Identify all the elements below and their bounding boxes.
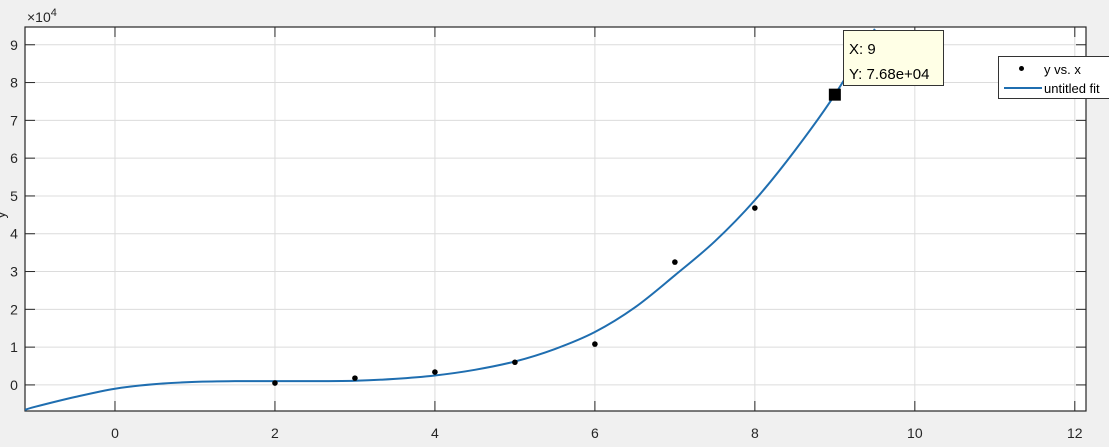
data-point <box>432 369 438 375</box>
data-point <box>352 375 358 381</box>
data-point <box>272 380 278 386</box>
datatip-marker <box>828 88 841 101</box>
legend[interactable]: y vs. x untitled fit <box>998 56 1109 99</box>
x-tick-label: 2 <box>271 425 279 441</box>
x-tick-label: 10 <box>907 425 923 441</box>
y-tick-label: 9 <box>10 37 18 53</box>
y-exponent-power: 4 <box>51 7 57 19</box>
x-tick-label: 4 <box>431 425 439 441</box>
y-axis-label: y <box>0 212 8 219</box>
x-tick-label: 12 <box>1067 425 1083 441</box>
y-tick-label: 4 <box>10 226 18 242</box>
y-tick-label: 2 <box>10 301 18 317</box>
legend-label-points: y vs. x <box>1044 61 1081 77</box>
x-tick-label: 8 <box>751 425 759 441</box>
y-exponent-base: ×10 <box>27 9 51 25</box>
y-exponent-label: ×104 <box>27 7 57 25</box>
data-point <box>512 359 518 366</box>
x-tick-label: 0 <box>111 425 119 441</box>
data-point <box>592 341 598 347</box>
y-tick-label: 5 <box>10 188 18 204</box>
legend-label-fit: untitled fit <box>1044 80 1100 96</box>
data-point <box>752 205 758 211</box>
datatip[interactable]: X: 9 Y: 7.68e+04 <box>843 30 944 86</box>
legend-entry-fit: untitled fit <box>999 78 1109 98</box>
y-tick-label: 8 <box>10 75 18 91</box>
fit-line <box>25 28 876 411</box>
datatip-y: Y: 7.68e+04 <box>849 66 930 83</box>
legend-dot-icon <box>1019 66 1024 71</box>
y-tick-label: 0 <box>10 377 18 393</box>
axes-box <box>24 26 1087 412</box>
datatip-x: X: 9 <box>849 41 876 58</box>
y-tick-label: 6 <box>10 150 18 166</box>
x-tick-label: 6 <box>591 425 599 441</box>
legend-entry-points: y vs. x <box>999 59 1109 79</box>
y-tick-label: 7 <box>10 112 18 128</box>
data-point <box>672 259 678 265</box>
legend-line-icon <box>1004 87 1042 89</box>
y-tick-label: 3 <box>10 264 18 280</box>
y-tick-label: 1 <box>10 339 18 355</box>
